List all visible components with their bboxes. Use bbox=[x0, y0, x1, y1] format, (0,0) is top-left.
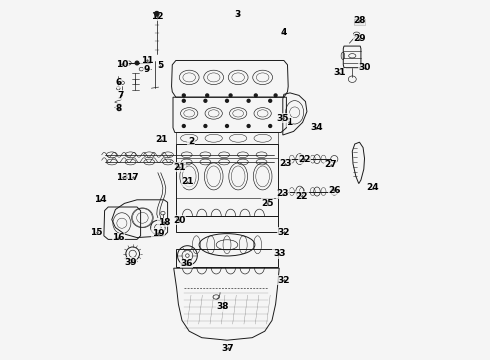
Circle shape bbox=[204, 99, 207, 102]
Circle shape bbox=[225, 99, 228, 102]
Text: 32: 32 bbox=[278, 276, 290, 284]
Text: 7: 7 bbox=[118, 91, 124, 100]
Text: 22: 22 bbox=[298, 154, 311, 163]
Text: 2: 2 bbox=[188, 136, 194, 145]
Circle shape bbox=[247, 125, 250, 127]
Circle shape bbox=[274, 94, 277, 97]
Text: 24: 24 bbox=[367, 184, 379, 192]
Text: 6: 6 bbox=[115, 78, 122, 87]
Text: 23: 23 bbox=[279, 159, 292, 168]
Text: 5: 5 bbox=[157, 61, 164, 70]
Text: 11: 11 bbox=[141, 56, 153, 65]
Circle shape bbox=[229, 94, 232, 97]
Circle shape bbox=[225, 125, 228, 127]
Circle shape bbox=[182, 125, 185, 127]
Text: 20: 20 bbox=[173, 216, 186, 225]
Text: 21: 21 bbox=[181, 177, 194, 186]
Text: 22: 22 bbox=[295, 192, 308, 201]
Text: 33: 33 bbox=[273, 249, 286, 258]
Text: 17: 17 bbox=[126, 173, 139, 181]
Text: 3: 3 bbox=[235, 10, 241, 19]
Text: 8: 8 bbox=[115, 104, 122, 112]
Text: 35: 35 bbox=[276, 113, 289, 122]
Text: 30: 30 bbox=[358, 63, 371, 72]
Text: 25: 25 bbox=[261, 199, 273, 208]
Circle shape bbox=[204, 125, 207, 127]
Text: 10: 10 bbox=[116, 60, 128, 69]
Circle shape bbox=[135, 61, 139, 65]
Text: 32: 32 bbox=[278, 228, 290, 237]
Text: 1: 1 bbox=[286, 118, 293, 127]
Text: 31: 31 bbox=[333, 68, 345, 77]
Text: 27: 27 bbox=[324, 161, 337, 169]
Circle shape bbox=[206, 94, 209, 97]
Text: 21: 21 bbox=[155, 135, 168, 144]
Text: 15: 15 bbox=[91, 228, 103, 237]
Text: 23: 23 bbox=[276, 189, 289, 198]
Text: 38: 38 bbox=[217, 302, 229, 311]
Text: 39: 39 bbox=[124, 258, 137, 266]
Circle shape bbox=[155, 12, 159, 16]
Text: 4: 4 bbox=[281, 28, 287, 37]
Text: 21: 21 bbox=[173, 163, 186, 172]
Circle shape bbox=[182, 94, 185, 97]
Text: 13: 13 bbox=[116, 173, 129, 181]
Circle shape bbox=[247, 99, 250, 102]
Circle shape bbox=[254, 94, 257, 97]
Text: 18: 18 bbox=[158, 218, 170, 227]
Text: 14: 14 bbox=[94, 195, 107, 204]
Text: 36: 36 bbox=[180, 259, 193, 268]
Text: 16: 16 bbox=[112, 233, 124, 242]
Text: 28: 28 bbox=[353, 16, 366, 25]
Circle shape bbox=[269, 99, 271, 102]
Circle shape bbox=[182, 99, 185, 102]
Circle shape bbox=[269, 125, 271, 127]
Text: 34: 34 bbox=[310, 123, 322, 132]
Text: 9: 9 bbox=[144, 65, 150, 74]
Text: 29: 29 bbox=[353, 34, 366, 43]
Text: 19: 19 bbox=[151, 229, 164, 238]
Text: 26: 26 bbox=[328, 186, 341, 194]
Text: 37: 37 bbox=[221, 344, 234, 353]
Text: 12: 12 bbox=[150, 12, 163, 21]
